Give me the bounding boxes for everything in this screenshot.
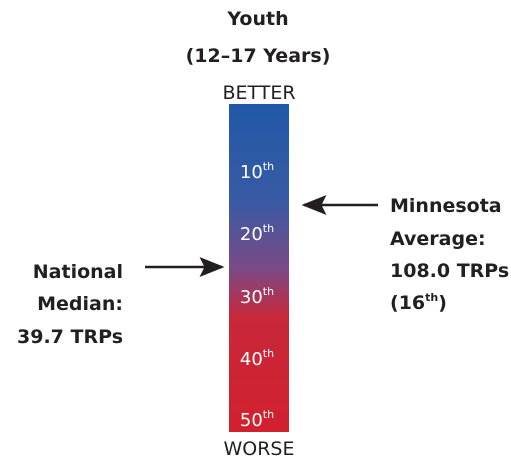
right-line: Minnesota bbox=[390, 195, 502, 217]
scale-label: 20th bbox=[240, 222, 274, 245]
scale-top: BETTER bbox=[222, 82, 295, 104]
right-rank: (16th) bbox=[390, 291, 447, 314]
label-suffix: th bbox=[263, 285, 274, 298]
label-number: 30 bbox=[240, 287, 263, 308]
rank-suffix: th bbox=[425, 291, 438, 304]
label-suffix: th bbox=[263, 222, 274, 235]
label-number: 10 bbox=[240, 162, 263, 183]
label-number: 40 bbox=[240, 349, 263, 370]
scale-label: 10th bbox=[240, 160, 274, 183]
gradient-bar bbox=[229, 104, 289, 432]
label-suffix: th bbox=[263, 160, 274, 173]
scale-bottom: WORSE bbox=[223, 438, 294, 459]
rank-number: 16 bbox=[399, 292, 425, 314]
subtitle: (12–17 Years) bbox=[186, 45, 331, 67]
label-number: 50 bbox=[240, 410, 263, 431]
title: Youth bbox=[226, 8, 288, 30]
scale-label: 40th bbox=[240, 347, 274, 370]
right-line: Average: bbox=[390, 228, 486, 250]
label-suffix: th bbox=[263, 347, 274, 360]
left-line: National bbox=[33, 261, 123, 283]
rank-close: ) bbox=[438, 292, 447, 314]
left-line: 39.7 TRPs bbox=[17, 326, 123, 348]
left-line: Median: bbox=[37, 293, 123, 315]
scale-label: 30th bbox=[240, 285, 274, 308]
label-suffix: th bbox=[263, 408, 274, 421]
right-line: 108.0 TRPs bbox=[390, 260, 509, 282]
label-number: 20 bbox=[240, 224, 263, 245]
rank-open: ( bbox=[390, 292, 399, 314]
scale-label: 50th bbox=[240, 408, 274, 431]
